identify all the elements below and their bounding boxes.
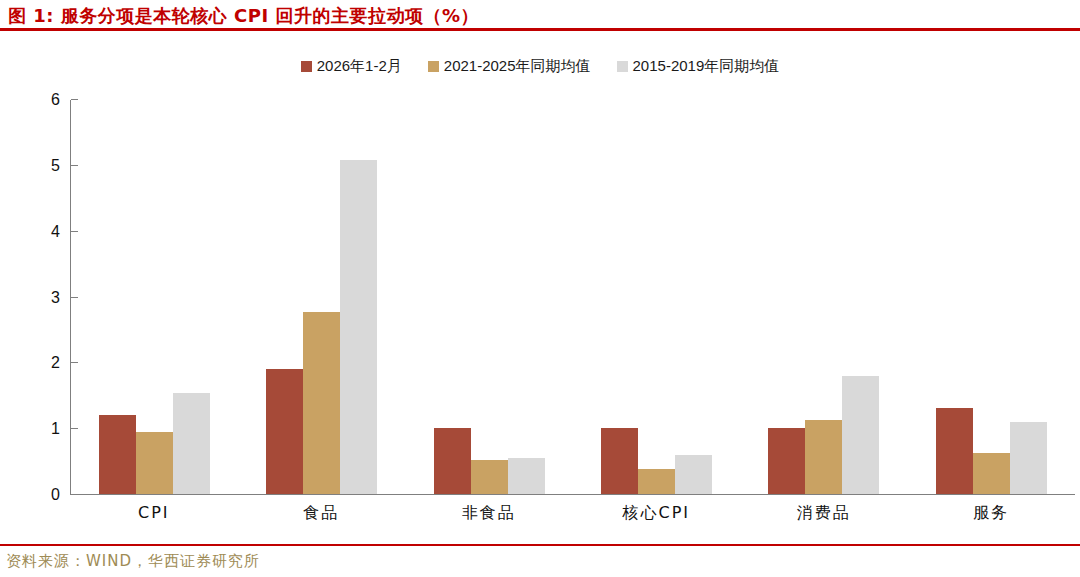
bar <box>768 428 805 494</box>
y-tick-label: 2 <box>51 355 60 371</box>
bar <box>936 408 973 494</box>
chart-legend: 2026年1-2月 2021-2025年同期均值 2015-2019年同期均值 <box>0 57 1080 76</box>
bar <box>638 469 675 494</box>
bar <box>136 432 173 494</box>
bar <box>173 393 210 494</box>
x-axis-label: 消费品 <box>740 503 908 524</box>
title-divider <box>0 28 1080 31</box>
report-figure-page: 图 1: 服务分项是本轮核心 CPI 回升的主要拉动项（%） 2026年1-2月… <box>0 0 1080 577</box>
bar <box>675 455 712 495</box>
y-tick-label: 4 <box>51 224 60 240</box>
y-tick-label: 0 <box>51 487 60 503</box>
source-note: 资料来源：WIND，华西证券研究所 <box>6 552 260 571</box>
x-axis-label: 非食品 <box>405 503 573 524</box>
x-axis-label: 食品 <box>238 503 406 524</box>
legend-swatch-icon <box>301 61 312 72</box>
x-axis-label: 服务 <box>908 503 1076 524</box>
legend-item: 2021-2025年同期均值 <box>428 57 591 76</box>
y-tick-label: 6 <box>51 92 60 108</box>
y-tick-mark <box>71 428 78 429</box>
bar-group <box>238 100 405 494</box>
bar-group <box>740 100 907 494</box>
y-tick-mark <box>71 297 78 298</box>
bar <box>99 415 136 494</box>
bar <box>340 160 377 494</box>
legend-label: 2026年1-2月 <box>317 57 402 76</box>
x-axis-labels: CPI食品非食品核心CPI消费品服务 <box>70 503 1075 524</box>
bar <box>973 453 1010 494</box>
bar <box>601 428 638 494</box>
y-tick-mark <box>71 231 78 232</box>
legend-item: 2026年1-2月 <box>301 57 402 76</box>
y-tick-label: 5 <box>51 158 60 174</box>
bar <box>471 460 508 494</box>
legend-swatch-icon <box>617 61 628 72</box>
bar-group <box>406 100 573 494</box>
bar <box>1010 422 1047 494</box>
legend-label: 2021-2025年同期均值 <box>444 57 591 76</box>
y-tick-label: 3 <box>51 290 60 306</box>
bar-chart-plot-area <box>70 100 1075 495</box>
y-tick-mark <box>71 165 78 166</box>
bar-group <box>71 100 238 494</box>
bar <box>266 369 303 494</box>
legend-item: 2015-2019年同期均值 <box>617 57 780 76</box>
y-tick-mark <box>71 99 78 100</box>
bar <box>842 376 879 495</box>
x-axis-label: 核心CPI <box>573 503 741 524</box>
bar <box>805 420 842 494</box>
bar-group <box>573 100 740 494</box>
footer-divider <box>0 544 1080 546</box>
y-axis: 6543210 <box>30 100 60 495</box>
legend-label: 2015-2019年同期均值 <box>633 57 780 76</box>
y-tick-mark <box>71 362 78 363</box>
x-axis-label: CPI <box>70 503 238 524</box>
bar-group <box>908 100 1075 494</box>
bar <box>508 458 545 494</box>
bar <box>303 312 340 494</box>
bar <box>434 428 471 494</box>
figure-title: 图 1: 服务分项是本轮核心 CPI 回升的主要拉动项（%） <box>8 4 479 28</box>
y-tick-label: 1 <box>51 421 60 437</box>
legend-swatch-icon <box>428 61 439 72</box>
